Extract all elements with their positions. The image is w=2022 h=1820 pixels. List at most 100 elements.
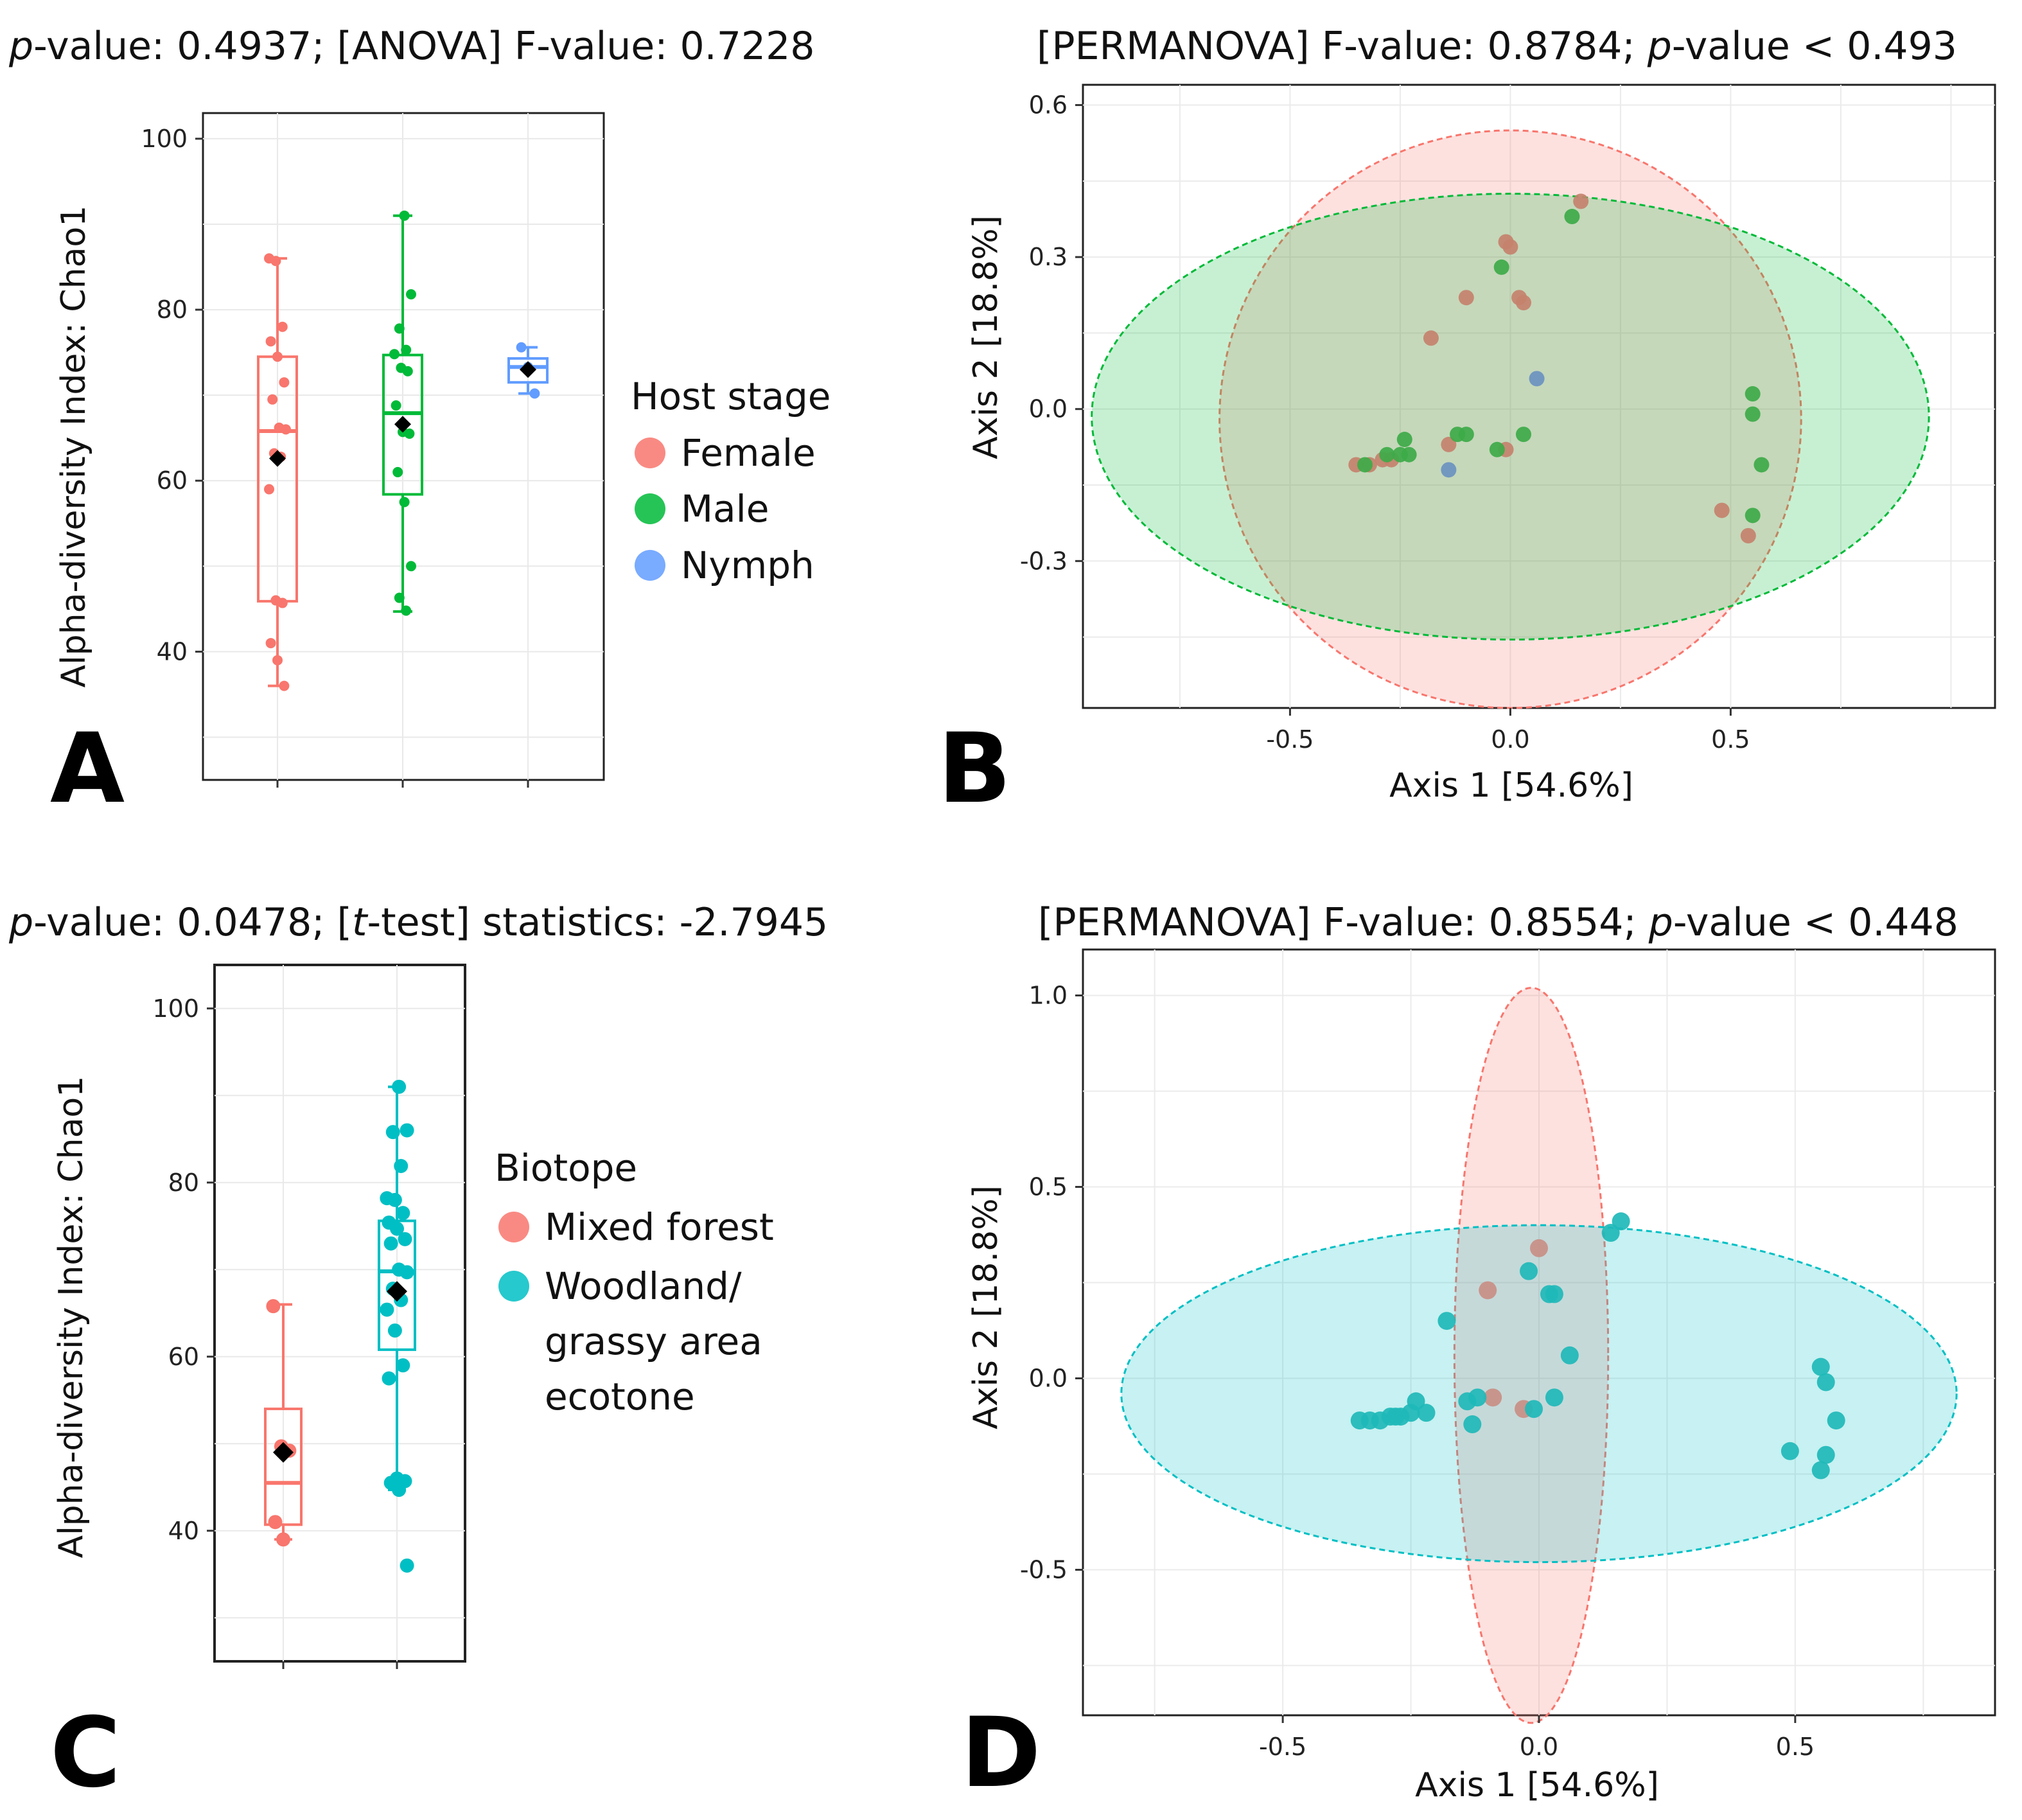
mean-marker <box>520 361 536 378</box>
data-point <box>1441 436 1457 452</box>
data-point <box>270 256 281 267</box>
data-point <box>1441 462 1457 478</box>
data-point <box>401 344 412 355</box>
legend-swatch <box>498 1212 529 1242</box>
data-point <box>1379 446 1395 463</box>
confidence-ellipse-woodland-grassy-area-ecotone <box>1120 1224 1958 1564</box>
panel-c: p-value: 0.0478; [t-test] statistics: -2… <box>8 900 828 1809</box>
data-point <box>382 1371 396 1386</box>
data-point <box>390 1221 404 1236</box>
data-point <box>1407 1392 1425 1411</box>
mean-marker <box>394 416 411 433</box>
y-tick-label: 60 <box>157 466 188 495</box>
panel-b-letter: B <box>938 713 1011 825</box>
confidence-ellipse-mixed-forest <box>1453 987 1610 1724</box>
data-point <box>265 336 276 347</box>
data-point <box>1573 193 1589 209</box>
y-tick-label: -0.3 <box>1020 547 1068 575</box>
panel-a-y-axis-label: Alpha-diversity Index: Chao1 <box>55 206 93 688</box>
data-point <box>1827 1411 1845 1430</box>
data-point <box>1502 239 1518 255</box>
data-point <box>265 638 276 649</box>
panel-a-letter: A <box>50 713 125 825</box>
panel-c-title-p: p <box>8 900 33 945</box>
panel-b-x-axis-label: Axis 1 [54.6%] <box>1389 766 1633 805</box>
panel-b-ellipses <box>1091 129 1930 709</box>
data-point <box>383 1236 398 1251</box>
panel-d-gridlines <box>1083 950 1995 1715</box>
panel-d-x-ticks: -0.5 0.0 0.5 <box>1259 1715 1815 1761</box>
y-tick-label: -0.5 <box>1020 1556 1068 1584</box>
panel-b-x-ticks: -0.5 0.0 0.5 <box>1266 708 1750 754</box>
iqr-box <box>382 353 423 496</box>
data-point <box>392 466 403 477</box>
data-point <box>516 342 527 353</box>
legend-label: Woodland/ <box>545 1264 742 1308</box>
x-tick-label: 0.5 <box>1711 725 1750 754</box>
y-tick-label: 80 <box>157 296 188 324</box>
data-point <box>1437 1312 1456 1330</box>
data-point <box>392 1483 407 1498</box>
legend-label: Female <box>681 431 816 475</box>
panel-b-y-axis-label: Axis 2 [18.8%] <box>967 215 1005 459</box>
panel-d-ellipses <box>1120 987 1958 1724</box>
panel-a-legend-title: Host stage <box>631 375 831 418</box>
data-point <box>1811 1357 1830 1376</box>
legend-swatch <box>635 550 665 581</box>
data-point <box>1423 330 1439 346</box>
data-point <box>267 394 278 405</box>
panel-c-letter: C <box>50 1697 121 1809</box>
data-point <box>1811 1461 1830 1480</box>
data-point <box>1754 457 1770 473</box>
data-point <box>396 1206 410 1221</box>
data-point <box>399 497 410 508</box>
panel-a-legend: Female Male Nymph <box>635 431 816 587</box>
data-point <box>1564 209 1580 225</box>
data-point <box>406 289 416 300</box>
data-point <box>1401 446 1417 463</box>
data-point <box>406 561 416 572</box>
data-point <box>1417 1404 1436 1422</box>
data-point <box>279 377 290 388</box>
panel-b-title-p: p <box>1647 24 1672 69</box>
iqr-box <box>378 1219 416 1351</box>
panel-c-title-part2: -test] statistics: -2.7945 <box>367 900 828 945</box>
legend-label: Mixed forest <box>545 1205 774 1249</box>
panel-a-x-ticks <box>276 780 529 788</box>
data-point <box>394 592 405 603</box>
panel-b-plot-frame <box>1082 84 1996 709</box>
y-tick-label: 0.6 <box>1029 91 1068 119</box>
x-tick-label: 0.0 <box>1491 725 1529 754</box>
data-point <box>392 1079 407 1094</box>
data-point <box>277 597 288 608</box>
data-point <box>1520 1262 1538 1280</box>
data-point <box>264 484 274 495</box>
x-tick-label: 0.0 <box>1520 1733 1558 1761</box>
mean-marker <box>273 1442 294 1463</box>
data-point <box>1484 1388 1502 1407</box>
data-point <box>398 1232 412 1246</box>
data-point <box>387 1192 402 1207</box>
x-tick-label: 0.5 <box>1776 1733 1815 1761</box>
panel-a-title-p: p <box>8 24 33 69</box>
legend-label: Male <box>681 487 769 531</box>
legend-swatch <box>635 493 665 524</box>
y-tick-label: 40 <box>157 637 188 666</box>
data-point <box>1479 1281 1497 1300</box>
panel-d: [PERMANOVA] F-value: 0.8554; p-value < 0… <box>961 900 1996 1809</box>
panel-d-letter: D <box>961 1697 1041 1809</box>
panel-c-legend: Mixed forest Woodland/grassy area ecotone <box>498 1205 774 1418</box>
data-point <box>279 680 290 691</box>
y-tick-label: 100 <box>152 994 199 1023</box>
legend-swatch <box>498 1271 529 1302</box>
data-point <box>1560 1346 1579 1365</box>
panel-b-title: [PERMANOVA] F-value: 0.8784; p-value < 0… <box>1037 24 1957 69</box>
data-point <box>1780 1442 1799 1460</box>
y-tick-label: 1.0 <box>1029 982 1068 1010</box>
data-point <box>1545 1285 1563 1303</box>
data-point <box>380 1302 394 1317</box>
panel-b-title-part2: -value < 0.493 <box>1672 24 1957 69</box>
iqr-box <box>507 357 549 384</box>
data-point <box>1745 406 1761 422</box>
